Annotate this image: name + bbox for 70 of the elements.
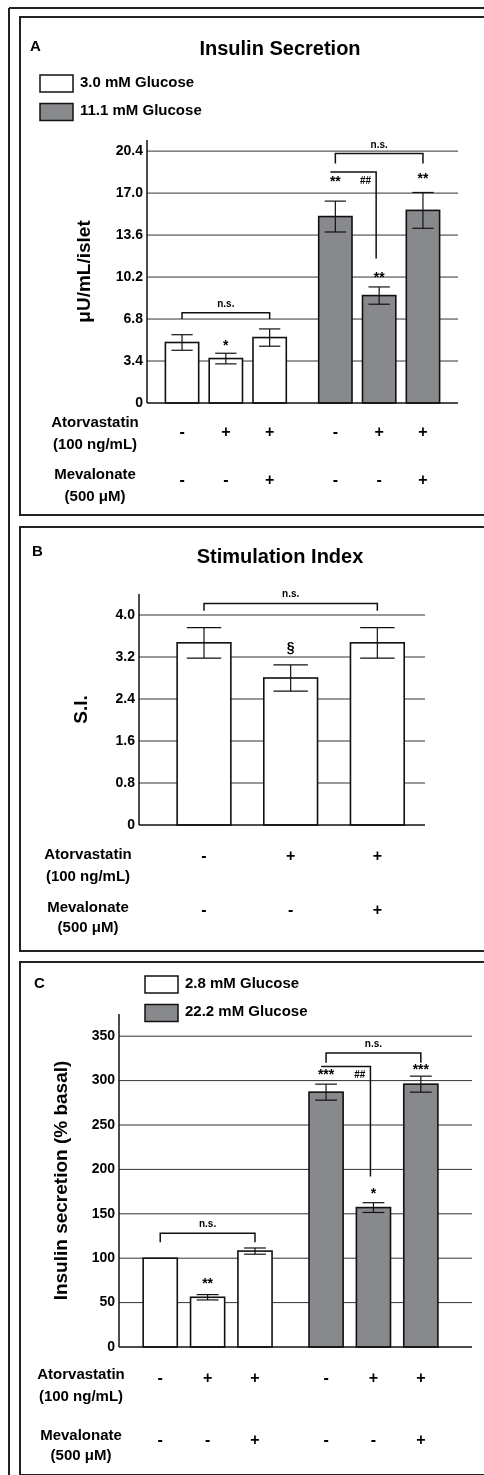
text: C <box>34 973 45 991</box>
y-axis-title: μU/mL/islet <box>73 219 95 323</box>
category-label: + + <box>264 423 275 489</box>
y-axis-title: S.I. <box>70 695 92 724</box>
text: Atorvastatin (100 ng/mL) <box>44 844 132 884</box>
y-tick-label: 17.0 <box>115 183 144 200</box>
y-axis-title: Insulin secretion (% basal) <box>50 1060 72 1301</box>
category-label: + + <box>416 1369 426 1449</box>
y-tick-label: 20.4 <box>115 141 144 158</box>
y-tick-label: 10.2 <box>115 267 144 284</box>
text: B <box>32 541 43 559</box>
annotation: n.s. <box>217 297 235 309</box>
y-tick-label: 13.6 <box>115 225 144 242</box>
legend-label: 2.8 mM Glucose <box>185 973 300 991</box>
chart-title: Stimulation Index <box>196 545 364 568</box>
category-label: + + <box>418 423 428 489</box>
y-tick-label: 1.6 <box>115 731 136 748</box>
category-label: + - <box>285 847 296 919</box>
y-tick-label: 6.8 <box>123 309 144 326</box>
y-tick-label: 0 <box>107 1337 116 1354</box>
text: A <box>30 36 41 54</box>
text: Atorvastatin (100 ng/mL) <box>51 412 139 452</box>
y-tick-label: 200 <box>91 1160 116 1177</box>
y-tick-label: 350 <box>91 1026 116 1043</box>
chart-title: Insulin Secretion <box>199 37 361 60</box>
category-label: - - <box>179 423 185 489</box>
category-label: - - <box>157 1369 163 1449</box>
y-tick-label: 100 <box>91 1248 116 1265</box>
category-label: - - <box>323 1369 329 1449</box>
y-tick-label: 2.4 <box>115 689 136 706</box>
legend-label: 11.1 mM Glucose <box>80 101 202 119</box>
y-tick-label: 300 <box>91 1071 116 1088</box>
y-tick-label: 4.0 <box>115 605 136 622</box>
y-tick-label: 3.4 <box>123 351 144 368</box>
annotation: ** <box>329 172 342 189</box>
y-tick-label: 150 <box>91 1204 116 1221</box>
annotation: ** <box>373 269 386 285</box>
text: Mevalonate (500 μM) <box>40 1425 122 1463</box>
annotation: n.s. <box>364 1038 383 1050</box>
category-label: + - <box>202 1369 213 1449</box>
category-label: + - <box>374 423 384 489</box>
legend-label: 3.0 mM Glucose <box>80 72 195 90</box>
annotation: * <box>370 1184 377 1201</box>
annotation: n.s. <box>370 138 388 150</box>
annotation: * <box>223 336 230 353</box>
category-label: + - <box>368 1369 379 1449</box>
annotation: § <box>286 638 295 655</box>
y-tick-label: 50 <box>99 1293 116 1310</box>
category-label: - - <box>332 423 339 489</box>
text: Mevalonate (500 μM) <box>47 897 129 935</box>
y-tick-label: 0.8 <box>115 773 136 790</box>
annotation: ** <box>417 170 429 187</box>
text: Atorvastatin (100 ng/mL) <box>37 1364 125 1404</box>
annotation: *** <box>412 1061 430 1078</box>
y-tick-label: 250 <box>91 1115 116 1132</box>
legend-label: 22.2 mM Glucose <box>185 1002 308 1020</box>
category-label: + - <box>221 423 231 489</box>
category-label: - - <box>201 847 207 919</box>
y-tick-label: 0 <box>127 815 136 832</box>
text: Mevalonate (500 μM) <box>54 464 136 504</box>
annotation: *** <box>317 1065 335 1082</box>
annotation: n.s. <box>198 1218 217 1230</box>
category-label: + + <box>250 1369 260 1449</box>
annotation: n.s. <box>282 588 300 600</box>
category-label: + + <box>372 847 383 919</box>
y-tick-label: 3.2 <box>115 647 136 664</box>
y-tick-label: 0 <box>135 393 144 410</box>
annotation: ## <box>354 1069 366 1081</box>
annotation: ## <box>360 175 372 187</box>
annotation: ** <box>202 1275 214 1292</box>
